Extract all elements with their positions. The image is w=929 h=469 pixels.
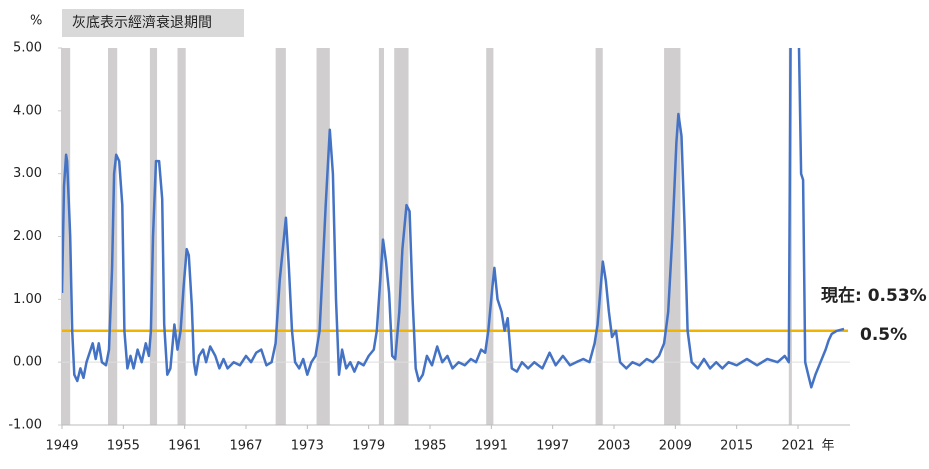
- y-tick-label: 5.00: [13, 41, 42, 56]
- x-tick-label: 1991: [475, 439, 508, 454]
- x-tick-label: 1955: [107, 439, 140, 454]
- x-tick-label: 1973: [291, 439, 324, 454]
- x-tick-label: 2003: [597, 439, 630, 454]
- recession-band: [378, 48, 384, 425]
- y-tick-label: -1.00: [8, 418, 42, 433]
- recession-band: [60, 48, 71, 425]
- y-axis-label: %: [30, 14, 42, 29]
- y-tick-label: 2.00: [13, 229, 42, 244]
- y-tick-label: 0.00: [13, 355, 42, 370]
- x-tick-label: 1979: [352, 439, 385, 454]
- x-tick-label: 1997: [536, 439, 569, 454]
- recession-band: [177, 48, 186, 425]
- current-label: 現在: 0.53%: [821, 285, 927, 306]
- x-tick-label: 2021: [781, 439, 814, 454]
- recession-band: [595, 48, 603, 425]
- x-tick-label: 1961: [168, 439, 201, 454]
- data-line: [62, 48, 845, 389]
- recession-band: [394, 48, 409, 425]
- x-tick-label: 1985: [413, 439, 446, 454]
- x-unit-label: 年: [821, 439, 834, 454]
- recession-band: [275, 48, 286, 425]
- x-tick-label: 2015: [720, 439, 753, 454]
- chart-title: 灰底表示經濟衰退期間: [72, 14, 212, 31]
- y-tick-label: 1.00: [13, 292, 42, 307]
- x-tick-label: 2009: [659, 439, 692, 454]
- threshold-label: 0.5%: [860, 325, 907, 345]
- recession-band: [486, 48, 494, 425]
- y-tick-label: 4.00: [13, 103, 42, 118]
- y-tick-label: 3.00: [13, 166, 42, 181]
- x-tick-label: 1967: [229, 439, 262, 454]
- title-box: [62, 9, 244, 37]
- x-tick-label: 1949: [45, 439, 78, 454]
